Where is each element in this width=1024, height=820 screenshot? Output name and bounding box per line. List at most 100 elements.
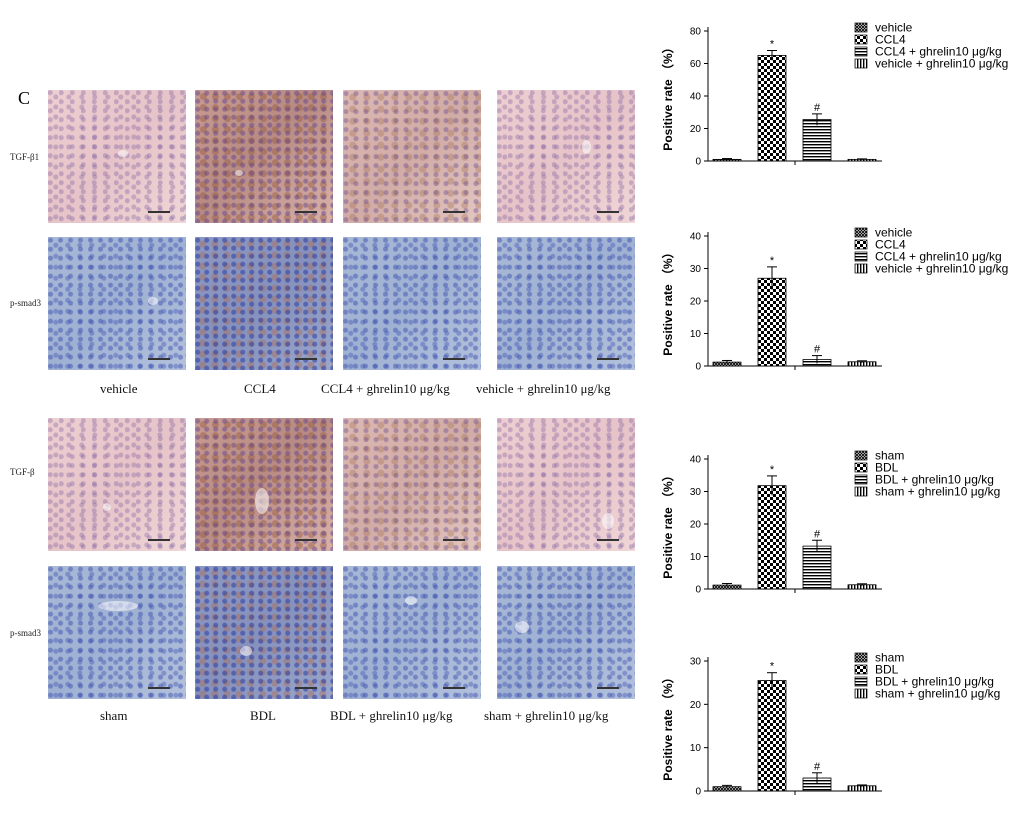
bar <box>802 545 832 590</box>
legend-swatch <box>854 251 868 262</box>
y-tick-label: 0 <box>695 362 701 373</box>
significance-marker: # <box>814 102 821 114</box>
y-tick-label: 20 <box>690 124 702 135</box>
y-tick-label: 10 <box>690 743 702 754</box>
panel-letter: C <box>18 88 31 108</box>
legend-label: vehicle + ghrelin10 μg/kg <box>875 262 1008 276</box>
legend-swatch <box>854 46 868 57</box>
bar <box>802 119 832 162</box>
micrograph-psmad3-bdl-ghrelin <box>343 566 481 699</box>
legend-label: sham + ghrelin10 μg/kg <box>875 687 1000 701</box>
legend-label: CCL4 + ghrelin10 μg/kg <box>875 250 1002 264</box>
y-axis-label: Positive rate （%） <box>660 671 675 780</box>
bar-chart-2: Positive rate （%） 0 10 20 30 40 * # vehicleCCL4C… <box>660 226 1008 373</box>
micrograph-tgfb1-vehicle <box>48 90 186 223</box>
micrograph-psmad3-vehicle-ghrelin <box>497 237 635 370</box>
legend-swatch <box>854 462 868 473</box>
micrograph-tgfb-sham <box>48 418 186 551</box>
bar <box>757 485 787 590</box>
y-tick-label: 20 <box>690 700 702 711</box>
caption-ccl4: CCL4 <box>244 381 276 396</box>
row-label-p-smad3-bottom: p-smad3 <box>10 628 41 638</box>
significance-marker: * <box>770 255 775 267</box>
caption-ccl4-ghrelin: CCL4 + ghrelin10 μg/kg <box>321 381 450 396</box>
legend-label: BDL <box>875 663 899 677</box>
y-tick-label: 30 <box>690 487 702 498</box>
y-axis-label: Positive rate （%） <box>660 246 675 355</box>
micrograph-psmad3-bdl <box>195 566 333 699</box>
micrograph-tgfb-bdl-ghrelin <box>343 418 481 551</box>
legend-swatch <box>854 474 868 485</box>
legend-swatch <box>854 58 868 69</box>
y-tick-label: 20 <box>690 297 702 308</box>
legend-swatch <box>854 664 868 675</box>
legend-label: CCL4 + ghrelin10 μg/kg <box>875 45 1002 59</box>
y-tick-label: 10 <box>690 329 702 340</box>
caption-bdl: BDL <box>250 708 276 723</box>
significance-marker: # <box>814 528 821 540</box>
legend-label: CCL4 <box>875 238 906 252</box>
significance-marker: * <box>770 464 775 476</box>
legend-label: BDL + ghrelin10 μg/kg <box>875 473 994 487</box>
caption-sham: sham <box>100 708 128 723</box>
legend-swatch <box>854 227 868 238</box>
y-tick-label: 0 <box>695 157 701 168</box>
micrograph-psmad3-sham-ghrelin <box>497 566 635 699</box>
y-axis-label: Positive rate （%） <box>660 469 675 578</box>
legend-swatch <box>854 688 868 699</box>
row-label-tgf-beta1: TGF-β1 <box>10 152 40 162</box>
legend-label: vehicle <box>875 226 913 240</box>
legend-label: vehicle <box>875 21 913 35</box>
micrograph-psmad3-ccl4-ghrelin <box>343 237 481 370</box>
micrograph-tgfb1-vehicle-ghrelin <box>497 90 635 223</box>
bar-chart-1: Positive rate （%） 0 20 40 60 80 * # vehicleCCL4C… <box>660 21 1008 168</box>
significance-marker: * <box>770 39 775 51</box>
legend-swatch <box>854 486 868 497</box>
legend-label: BDL <box>875 461 899 475</box>
significance-marker: * <box>770 661 775 673</box>
caption-vehicle: vehicle <box>100 381 138 396</box>
y-tick-label: 80 <box>690 27 702 38</box>
legend-swatch <box>854 263 868 274</box>
y-tick-label: 30 <box>690 657 702 668</box>
legend-label: sham <box>875 449 904 463</box>
legend-label: sham + ghrelin10 μg/kg <box>875 485 1000 499</box>
y-tick-label: 40 <box>690 455 702 466</box>
micrograph-psmad3-vehicle <box>48 237 186 370</box>
legend-swatch <box>854 652 868 663</box>
y-tick-label: 10 <box>690 552 702 563</box>
micrograph-psmad3-sham <box>48 566 186 699</box>
legend-swatch <box>854 239 868 250</box>
micrograph-tgfb1-ccl4 <box>195 90 333 223</box>
y-tick-label: 40 <box>690 232 702 243</box>
bar <box>757 54 787 162</box>
significance-marker: # <box>814 344 821 356</box>
row-label-tgf-beta: TGF-β <box>10 467 35 477</box>
legend-label: sham <box>875 651 904 665</box>
legend-swatch <box>854 450 868 461</box>
y-tick-label: 0 <box>695 585 701 596</box>
caption-sham-ghrelin: sham + ghrelin10 μg/kg <box>484 708 609 723</box>
caption-vehicle-ghrelin: vehicle + ghrelin10 μg/kg <box>476 381 611 396</box>
caption-bdl-ghrelin: BDL + ghrelin10 μg/kg <box>330 708 453 723</box>
legend-label: vehicle + ghrelin10 μg/kg <box>875 57 1008 71</box>
legend-swatch <box>854 34 868 45</box>
micrograph-tgfb-sham-ghrelin <box>497 418 635 551</box>
bar <box>757 680 787 792</box>
y-axis-label: Positive rate （%） <box>660 41 675 150</box>
y-tick-label: 20 <box>690 520 702 531</box>
row-label-p-smad3-top: p-smad3 <box>10 298 41 308</box>
legend-label: BDL + ghrelin10 μg/kg <box>875 675 994 689</box>
legend-label: CCL4 <box>875 33 906 47</box>
micrograph-psmad3-ccl4 <box>195 237 333 370</box>
micrograph-tgfb-bdl <box>195 418 333 551</box>
y-tick-label: 30 <box>690 264 702 275</box>
y-tick-label: 40 <box>690 92 702 103</box>
y-tick-label: 60 <box>690 59 702 70</box>
significance-marker: # <box>814 761 821 773</box>
legend-swatch <box>854 676 868 687</box>
legend-swatch <box>854 22 868 33</box>
micrograph-tgfb1-ccl4-ghrelin <box>343 90 481 223</box>
